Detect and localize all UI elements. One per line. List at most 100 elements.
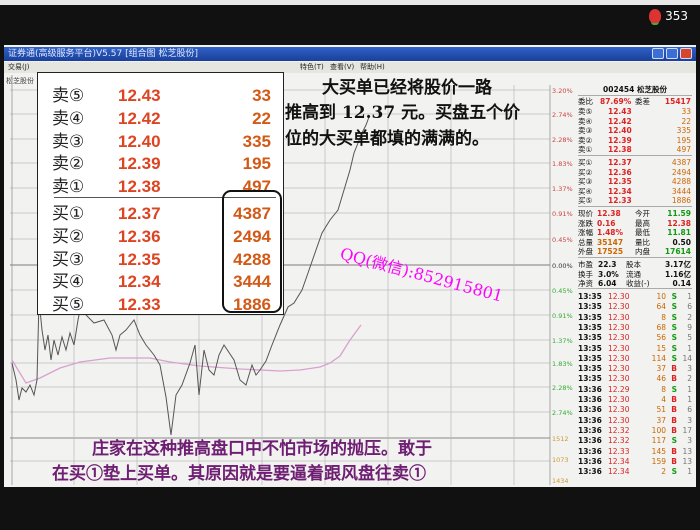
panel-header: 002454 松芝股份 bbox=[603, 85, 667, 94]
level-price: 12.36 bbox=[608, 167, 632, 177]
tick-count: 3 bbox=[687, 415, 692, 425]
tick-side: S bbox=[671, 353, 677, 363]
tick-count: 1 bbox=[687, 292, 692, 301]
tick-side: S bbox=[671, 322, 677, 332]
tick-time: 13:36 bbox=[578, 395, 602, 404]
menu-special[interactable]: 特色(T) bbox=[300, 63, 324, 71]
axis-label: 0.91% bbox=[552, 312, 573, 320]
axis-label: 2.74% bbox=[552, 409, 573, 417]
tick-time: 13:36 bbox=[578, 415, 602, 425]
axis-label: 1.37% bbox=[552, 185, 573, 193]
weibi-value: 87.69% bbox=[600, 97, 632, 106]
panel-sell-row: 卖⑤ 12.43 33 bbox=[578, 107, 692, 116]
fund-value: 22.3 bbox=[598, 260, 617, 269]
level-price: 12.40 bbox=[118, 131, 161, 151]
level-price: 12.38 bbox=[118, 177, 161, 197]
level-label: 卖① bbox=[578, 145, 593, 154]
annotation-bottom-line: 庄家在这种推高盘口中不怕市场的抛压。敢于 bbox=[92, 439, 432, 459]
quote-value: 12.38 bbox=[667, 218, 691, 228]
tick-side: B bbox=[671, 374, 677, 384]
minimize-button[interactable] bbox=[652, 48, 664, 59]
tick-price: 12.29 bbox=[608, 384, 630, 394]
tick-volume: 64 bbox=[656, 302, 666, 312]
window-title-bar: 证券通(高级服务平台)V5.57 [组合图 松芝股份] bbox=[4, 47, 696, 61]
order-book-overlay: 卖⑤ 12.43 33 卖④ 12.42 22 卖③ 12.40 335 卖② 12.39 195 卖①… bbox=[37, 72, 284, 315]
tick-volume: 8 bbox=[661, 384, 666, 394]
fund-value: 6.04 bbox=[598, 279, 617, 288]
quote-key: 最高 bbox=[635, 218, 650, 228]
tick-row: 13:36 12.32 100 B 17 bbox=[578, 426, 692, 435]
level-label: 卖④ bbox=[52, 108, 85, 129]
tick-count: 6 bbox=[687, 302, 692, 312]
order-book-row: 买③ 12.35 4288 bbox=[38, 249, 285, 271]
level-label: 卖③ bbox=[52, 131, 85, 152]
quote-row: 涨跌 0.16 最高 12.38 bbox=[578, 219, 692, 228]
tick-volume: 117 bbox=[651, 436, 666, 446]
quote-value: 17525 bbox=[597, 247, 624, 256]
quote-row: 总量 35147 量比 0.50 bbox=[578, 238, 692, 247]
level-price: 12.33 bbox=[118, 295, 161, 315]
panel-sell-row: 卖② 12.39 195 bbox=[578, 136, 692, 145]
tick-time: 13:35 bbox=[578, 364, 602, 374]
maximize-button[interactable] bbox=[666, 48, 678, 59]
close-button[interactable] bbox=[680, 48, 692, 59]
tick-volume: 8 bbox=[661, 312, 666, 322]
tick-volume: 145 bbox=[651, 446, 666, 456]
level-label: 卖③ bbox=[578, 126, 593, 135]
tick-count: 14 bbox=[682, 353, 692, 363]
panel-buy-row: 买③ 12.35 4288 bbox=[578, 177, 692, 186]
panel-buy-row: 买② 12.36 2494 bbox=[578, 168, 692, 177]
tick-count: 1 bbox=[687, 384, 692, 394]
annotation-top-line: 位的大买单都填的满满的。 bbox=[285, 129, 489, 149]
tick-volume: 15 bbox=[656, 343, 666, 353]
tick-time: 13:36 bbox=[578, 436, 602, 446]
level-qty: 2494 bbox=[233, 226, 271, 246]
tick-count: 5 bbox=[687, 333, 692, 343]
fundamental-row: 净资 6.04 收益(-) 0.14 bbox=[578, 279, 692, 288]
tick-volume: 100 bbox=[651, 425, 666, 435]
tick-side: B bbox=[671, 395, 677, 404]
menu-help[interactable]: 帮助(H) bbox=[360, 63, 385, 71]
quote-panel: 002454 松芝股份 委比 87.69% 委差 15417 卖⑤ 12.43 33… bbox=[578, 83, 692, 487]
tick-price: 12.34 bbox=[608, 456, 630, 466]
fund-key: 流通 bbox=[626, 269, 641, 279]
weibi-row: 委比 87.69% 委差 15417 bbox=[578, 97, 692, 106]
panel-buy-row: 买⑤ 12.33 1886 bbox=[578, 196, 692, 205]
axis-label: 3.20% bbox=[552, 87, 573, 95]
tick-price: 12.30 bbox=[608, 312, 630, 322]
tick-side: S bbox=[671, 436, 677, 446]
tick-volume: 114 bbox=[651, 353, 666, 363]
fund-value: 1.16亿 bbox=[664, 269, 691, 279]
order-book-row: 买④ 12.34 3444 bbox=[38, 271, 285, 293]
level-label: 卖② bbox=[578, 135, 593, 145]
tick-row: 13:35 12.30 56 S 5 bbox=[578, 333, 692, 342]
tick-price: 12.32 bbox=[608, 436, 630, 446]
tick-side: S bbox=[671, 467, 677, 477]
tick-row: 13:36 12.32 117 S 3 bbox=[578, 436, 692, 445]
axis-label: 2.74% bbox=[552, 111, 573, 119]
tick-price: 12.30 bbox=[608, 374, 630, 384]
tick-count: 13 bbox=[682, 446, 692, 456]
level-qty: 497 bbox=[676, 145, 691, 154]
fund-key: 换手 bbox=[578, 269, 593, 279]
level-qty: 3444 bbox=[671, 186, 691, 196]
level-qty: 4387 bbox=[233, 204, 271, 223]
menu-trade[interactable]: 交易(J) bbox=[8, 63, 30, 71]
level-label: 卖④ bbox=[578, 116, 593, 126]
level-label: 买④ bbox=[578, 186, 593, 196]
menu-view[interactable]: 查看(V) bbox=[330, 63, 355, 71]
tick-volume: 56 bbox=[656, 333, 666, 343]
annotation-top-line: 大买单已经将股价一路 bbox=[322, 78, 492, 98]
tick-row: 13:36 12.34 2 S 1 bbox=[578, 467, 692, 476]
tick-price: 12.30 bbox=[608, 302, 630, 312]
level-qty: 195 bbox=[676, 135, 691, 145]
level-qty: 1886 bbox=[233, 295, 271, 315]
rose-icon bbox=[649, 9, 662, 23]
axis-label: 1434 bbox=[552, 477, 569, 485]
order-book-row: 买⑤ 12.33 1886 bbox=[38, 294, 285, 316]
tick-time: 13:36 bbox=[578, 405, 602, 415]
axis-label: 0.45% bbox=[552, 236, 573, 244]
quote-row: 外盘 17525 内盘 17614 bbox=[578, 247, 692, 256]
level-qty: 4288 bbox=[671, 177, 691, 186]
tick-price: 12.32 bbox=[608, 425, 630, 435]
